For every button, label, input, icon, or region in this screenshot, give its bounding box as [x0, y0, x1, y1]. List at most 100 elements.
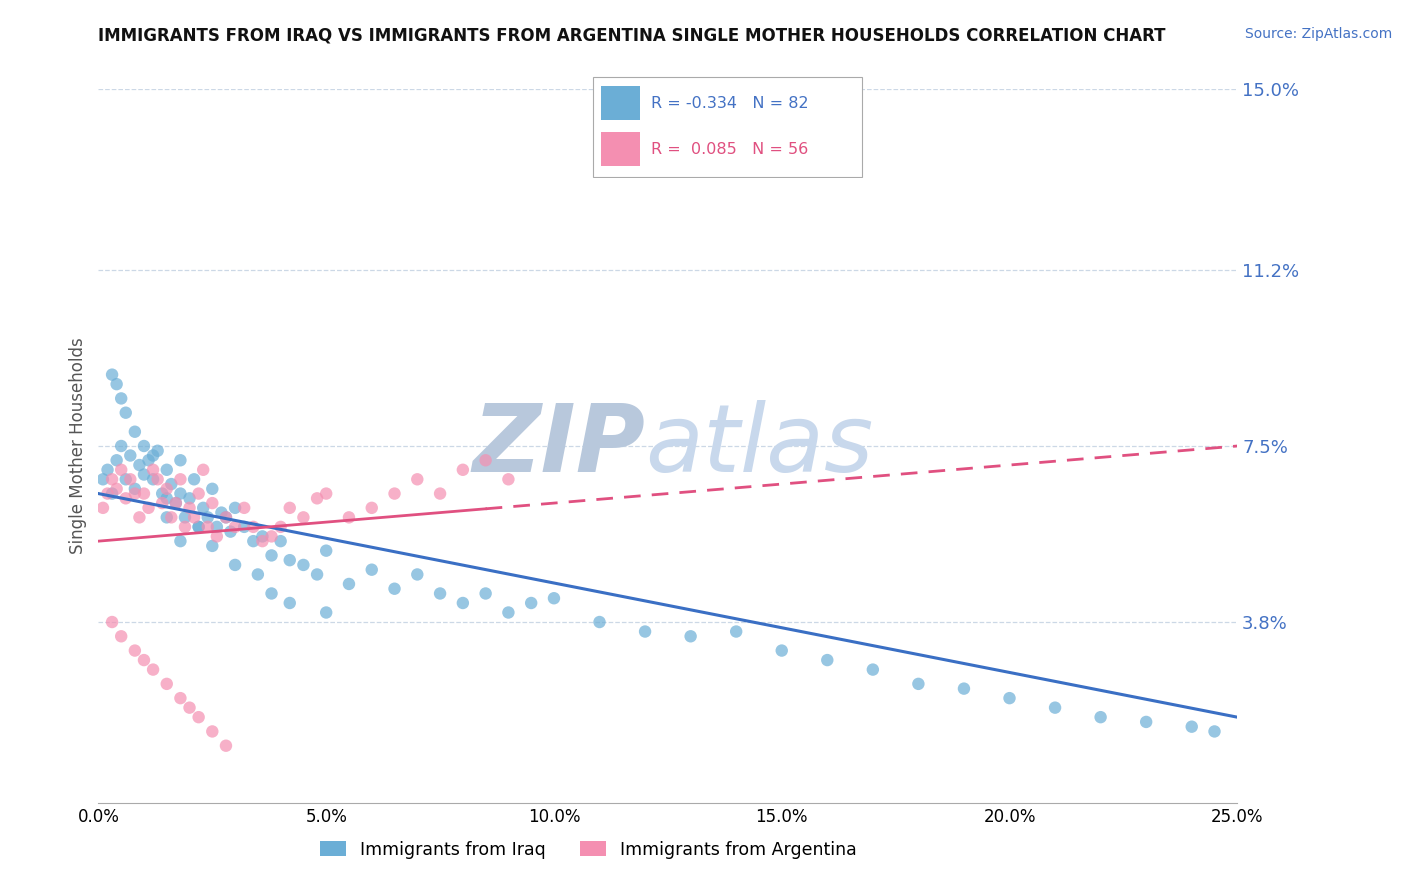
Immigrants from Iraq	[224, 558, 246, 572]
Immigrants from Iraq	[406, 567, 429, 582]
Immigrants from Iraq	[183, 472, 205, 486]
Immigrants from Iraq	[520, 596, 543, 610]
Immigrants from Argentina	[91, 500, 114, 515]
Immigrants from Argentina	[165, 496, 187, 510]
Immigrants from Iraq	[588, 615, 610, 629]
Immigrants from Argentina	[146, 472, 169, 486]
Immigrants from Iraq	[128, 458, 150, 472]
Immigrants from Argentina	[474, 453, 496, 467]
Immigrants from Iraq	[215, 510, 238, 524]
Immigrants from Iraq	[156, 491, 179, 506]
Immigrants from Iraq	[132, 467, 155, 482]
Immigrants from Argentina	[292, 510, 315, 524]
Immigrants from Iraq	[998, 691, 1021, 706]
Immigrants from Iraq	[260, 549, 283, 563]
Immigrants from Iraq	[201, 539, 224, 553]
Immigrants from Argentina	[142, 463, 165, 477]
Immigrants from Iraq	[429, 586, 451, 600]
Immigrants from Iraq	[105, 453, 128, 467]
Immigrants from Argentina	[201, 496, 224, 510]
Immigrants from Iraq	[1043, 700, 1066, 714]
Immigrants from Argentina	[384, 486, 406, 500]
Immigrants from Argentina	[114, 491, 136, 506]
Text: ZIP: ZIP	[472, 400, 645, 492]
Immigrants from Argentina	[215, 739, 238, 753]
Y-axis label: Single Mother Households: Single Mother Households	[69, 338, 87, 554]
Immigrants from Argentina	[96, 486, 118, 500]
Immigrants from Iraq	[150, 486, 173, 500]
Immigrants from Argentina	[160, 510, 183, 524]
Immigrants from Iraq	[278, 553, 301, 567]
Immigrants from Iraq	[105, 377, 128, 392]
Immigrants from Argentina	[174, 520, 197, 534]
Immigrants from Iraq	[209, 506, 232, 520]
Immigrants from Argentina	[197, 520, 219, 534]
Immigrants from Argentina	[193, 463, 215, 477]
Immigrants from Iraq	[337, 577, 360, 591]
Immigrants from Iraq	[142, 472, 165, 486]
Immigrants from Argentina	[498, 472, 520, 486]
Immigrants from Iraq	[498, 606, 520, 620]
Immigrants from Argentina	[233, 500, 256, 515]
Immigrants from Argentina	[128, 510, 150, 524]
Immigrants from Argentina	[120, 472, 142, 486]
Immigrants from Iraq	[1090, 710, 1112, 724]
Immigrants from Argentina	[201, 724, 224, 739]
Immigrants from Argentina	[124, 643, 146, 657]
Immigrants from Argentina	[406, 472, 429, 486]
Immigrants from Iraq	[124, 425, 146, 439]
Immigrants from Argentina	[110, 463, 132, 477]
Immigrants from Argentina	[242, 520, 264, 534]
Immigrants from Argentina	[307, 491, 329, 506]
Text: Source: ZipAtlas.com: Source: ZipAtlas.com	[1244, 27, 1392, 41]
FancyBboxPatch shape	[593, 77, 862, 178]
Immigrants from Iraq	[201, 482, 224, 496]
Immigrants from Iraq	[179, 491, 201, 506]
Text: R = -0.334   N = 82: R = -0.334 N = 82	[651, 95, 808, 111]
Immigrants from Iraq	[156, 463, 179, 477]
FancyBboxPatch shape	[602, 132, 640, 166]
Immigrants from Iraq	[451, 596, 474, 610]
Immigrants from Argentina	[451, 463, 474, 477]
Immigrants from Argentina	[429, 486, 451, 500]
Immigrants from Iraq	[725, 624, 748, 639]
Immigrants from Iraq	[815, 653, 838, 667]
Text: R =  0.085   N = 56: R = 0.085 N = 56	[651, 142, 808, 157]
Immigrants from Iraq	[156, 510, 179, 524]
Immigrants from Iraq	[165, 496, 187, 510]
Immigrants from Iraq	[138, 453, 160, 467]
Immigrants from Iraq	[360, 563, 382, 577]
Immigrants from Argentina	[215, 510, 238, 524]
Immigrants from Iraq	[307, 567, 329, 582]
Immigrants from Iraq	[315, 543, 337, 558]
Immigrants from Iraq	[862, 663, 884, 677]
Immigrants from Iraq	[543, 591, 565, 606]
Immigrants from Argentina	[101, 472, 124, 486]
Immigrants from Argentina	[169, 691, 191, 706]
Immigrants from Argentina	[187, 486, 209, 500]
Immigrants from Iraq	[1204, 724, 1226, 739]
Immigrants from Argentina	[169, 472, 191, 486]
Immigrants from Iraq	[120, 449, 142, 463]
Immigrants from Iraq	[169, 453, 191, 467]
Immigrants from Argentina	[101, 615, 124, 629]
Immigrants from Iraq	[278, 596, 301, 610]
Immigrants from Iraq	[110, 439, 132, 453]
Immigrants from Iraq	[242, 534, 264, 549]
Immigrants from Iraq	[101, 486, 124, 500]
Immigrants from Iraq	[114, 472, 136, 486]
Immigrants from Argentina	[142, 663, 165, 677]
Immigrants from Iraq	[1181, 720, 1204, 734]
Immigrants from Iraq	[193, 500, 215, 515]
Immigrants from Argentina	[110, 629, 132, 643]
Immigrants from Argentina	[315, 486, 337, 500]
Immigrants from Argentina	[337, 510, 360, 524]
Immigrants from Iraq	[169, 486, 191, 500]
Immigrants from Iraq	[96, 463, 118, 477]
Immigrants from Iraq	[124, 482, 146, 496]
Immigrants from Iraq	[132, 439, 155, 453]
Immigrants from Iraq	[101, 368, 124, 382]
Immigrants from Argentina	[132, 486, 155, 500]
Immigrants from Iraq	[270, 534, 292, 549]
Immigrants from Iraq	[169, 534, 191, 549]
